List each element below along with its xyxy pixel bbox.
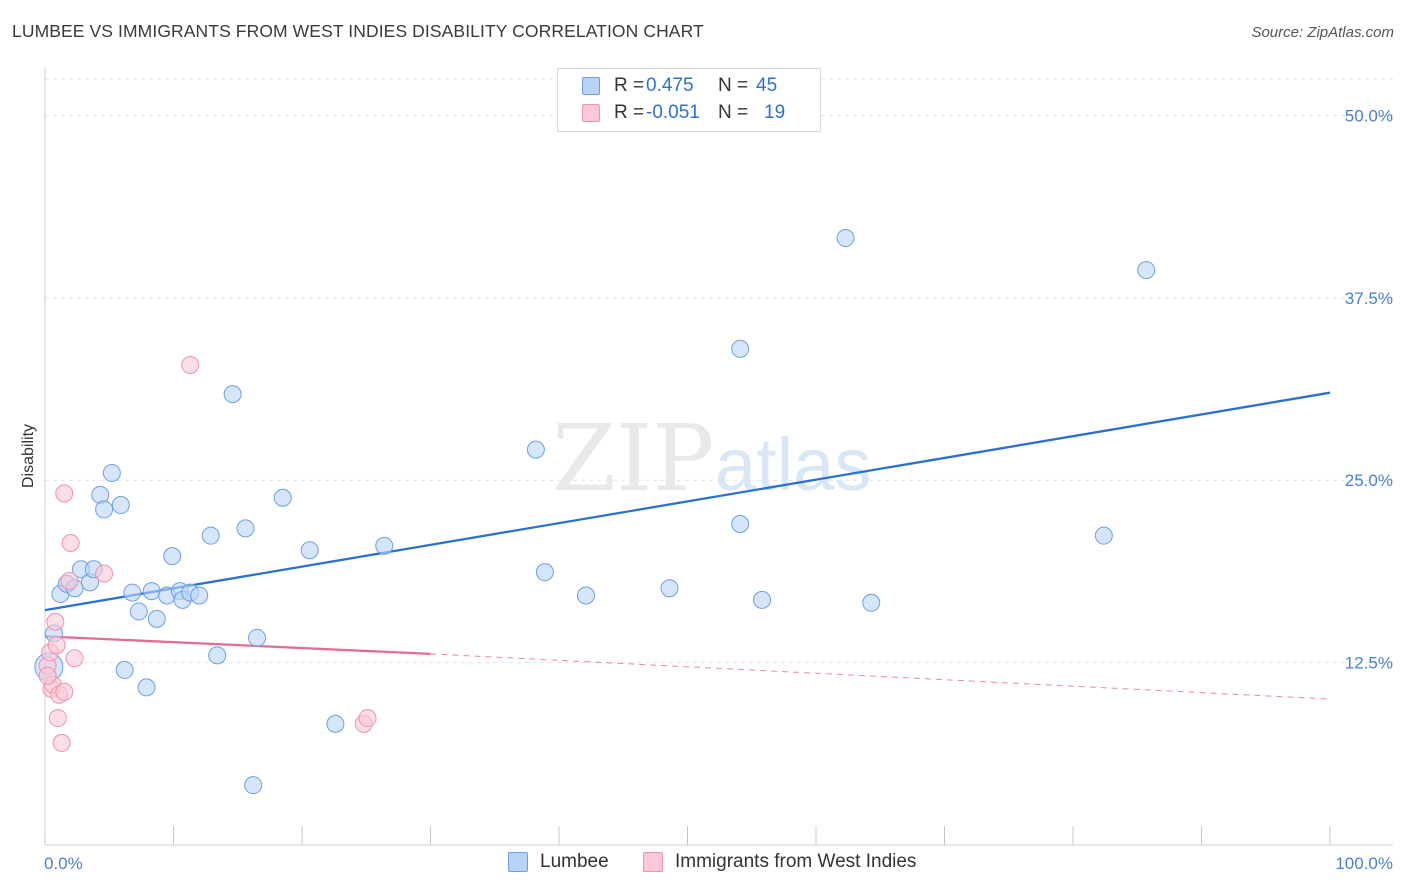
point-lumbee: [223, 385, 242, 404]
n-label: N =: [718, 75, 749, 96]
chart-title: LUMBEE VS IMMIGRANTS FROM WEST INDIES DI…: [12, 21, 704, 41]
axes: [44, 68, 1393, 846]
source-label: Source: ZipAtlas.com: [1251, 24, 1394, 41]
r-label: R =: [614, 75, 645, 96]
point-lumbee: [236, 519, 255, 538]
pink-swatch-icon: [582, 104, 600, 122]
point-lumbee: [163, 547, 182, 566]
r-value: 0.475: [646, 75, 694, 96]
trend-lines: [44, 391, 1331, 700]
legend-row-west-indies: R = -0.051 N = 19: [582, 101, 785, 125]
point-west-indies: [95, 564, 114, 583]
point-lumbee: [1137, 261, 1156, 280]
trend-line-west-indies-extension: [430, 653, 1331, 700]
trend-line-west-indies: [44, 635, 431, 656]
point-lumbee: [190, 586, 209, 605]
legend-label: Lumbee: [540, 851, 609, 872]
point-lumbee: [111, 496, 130, 515]
point-west-indies: [38, 666, 57, 685]
point-lumbee: [273, 488, 292, 507]
point-lumbee: [576, 586, 595, 605]
point-west-indies: [52, 733, 71, 752]
point-west-indies: [358, 709, 377, 728]
watermark-zip: ZIP: [552, 405, 714, 512]
x-tick-label-min: 0.0%: [44, 854, 83, 873]
point-lumbee: [862, 593, 881, 612]
point-west-indies: [55, 682, 74, 701]
r-value: -0.051: [646, 102, 700, 123]
point-lumbee: [375, 536, 394, 555]
point-west-indies: [48, 709, 67, 728]
point-lumbee: [753, 590, 772, 609]
r-label: R =: [614, 102, 645, 123]
blue-swatch-icon: [508, 852, 528, 872]
n-value: 45: [756, 75, 778, 96]
point-lumbee: [248, 628, 267, 647]
point-lumbee: [1094, 526, 1113, 545]
point-lumbee: [731, 515, 750, 534]
point-lumbee: [95, 500, 114, 519]
y-tick-label: 37.5%: [1345, 289, 1393, 308]
point-lumbee: [660, 579, 679, 598]
y-tick-label: 12.5%: [1345, 654, 1393, 673]
y-axis-label: Disability: [20, 424, 37, 488]
pink-swatch-icon: [643, 852, 663, 872]
point-west-indies: [46, 612, 65, 631]
point-lumbee: [208, 646, 227, 665]
point-west-indies: [60, 571, 79, 590]
blue-swatch-icon: [582, 77, 600, 95]
point-lumbee: [326, 714, 345, 733]
point-lumbee: [123, 583, 142, 602]
point-west-indies: [181, 355, 200, 374]
data-points: [34, 229, 1156, 795]
point-west-indies: [55, 484, 74, 503]
point-west-indies: [61, 533, 80, 552]
y-tick-label: 25.0%: [1345, 471, 1393, 490]
point-lumbee: [535, 563, 554, 582]
point-lumbee: [201, 526, 220, 545]
point-lumbee: [526, 440, 545, 459]
point-lumbee: [115, 660, 134, 679]
legend-item-lumbee: Lumbee: [508, 851, 609, 873]
point-lumbee: [147, 609, 166, 628]
x-tick-label-max: 100.0%: [1335, 854, 1393, 873]
point-lumbee: [300, 541, 319, 560]
trend-line-lumbee: [44, 391, 1331, 612]
legend-item-west-indies: Immigrants from West Indies: [643, 851, 916, 873]
point-lumbee: [836, 229, 855, 248]
point-west-indies: [65, 649, 84, 668]
point-lumbee: [129, 602, 148, 621]
point-lumbee: [244, 776, 263, 795]
correlation-legend: R = 0.475 N = 45 R = -0.051 N = 19: [557, 68, 821, 132]
point-lumbee: [102, 463, 121, 482]
point-west-indies: [47, 636, 66, 655]
legend-label: Immigrants from West Indies: [675, 851, 917, 872]
series-legend: Lumbee Immigrants from West Indies: [0, 851, 1406, 877]
n-label: N =: [718, 102, 749, 123]
watermark: ZIP atlas: [552, 405, 871, 512]
y-tick-labels: 12.5% 25.0% 37.5% 50.0%: [1345, 106, 1393, 672]
n-value: 19: [764, 102, 786, 123]
point-lumbee: [142, 582, 161, 601]
y-tick-label: 50.0%: [1345, 106, 1393, 125]
legend-row-lumbee: R = 0.475 N = 45: [582, 74, 777, 98]
point-lumbee: [731, 339, 750, 358]
point-lumbee: [137, 678, 156, 697]
